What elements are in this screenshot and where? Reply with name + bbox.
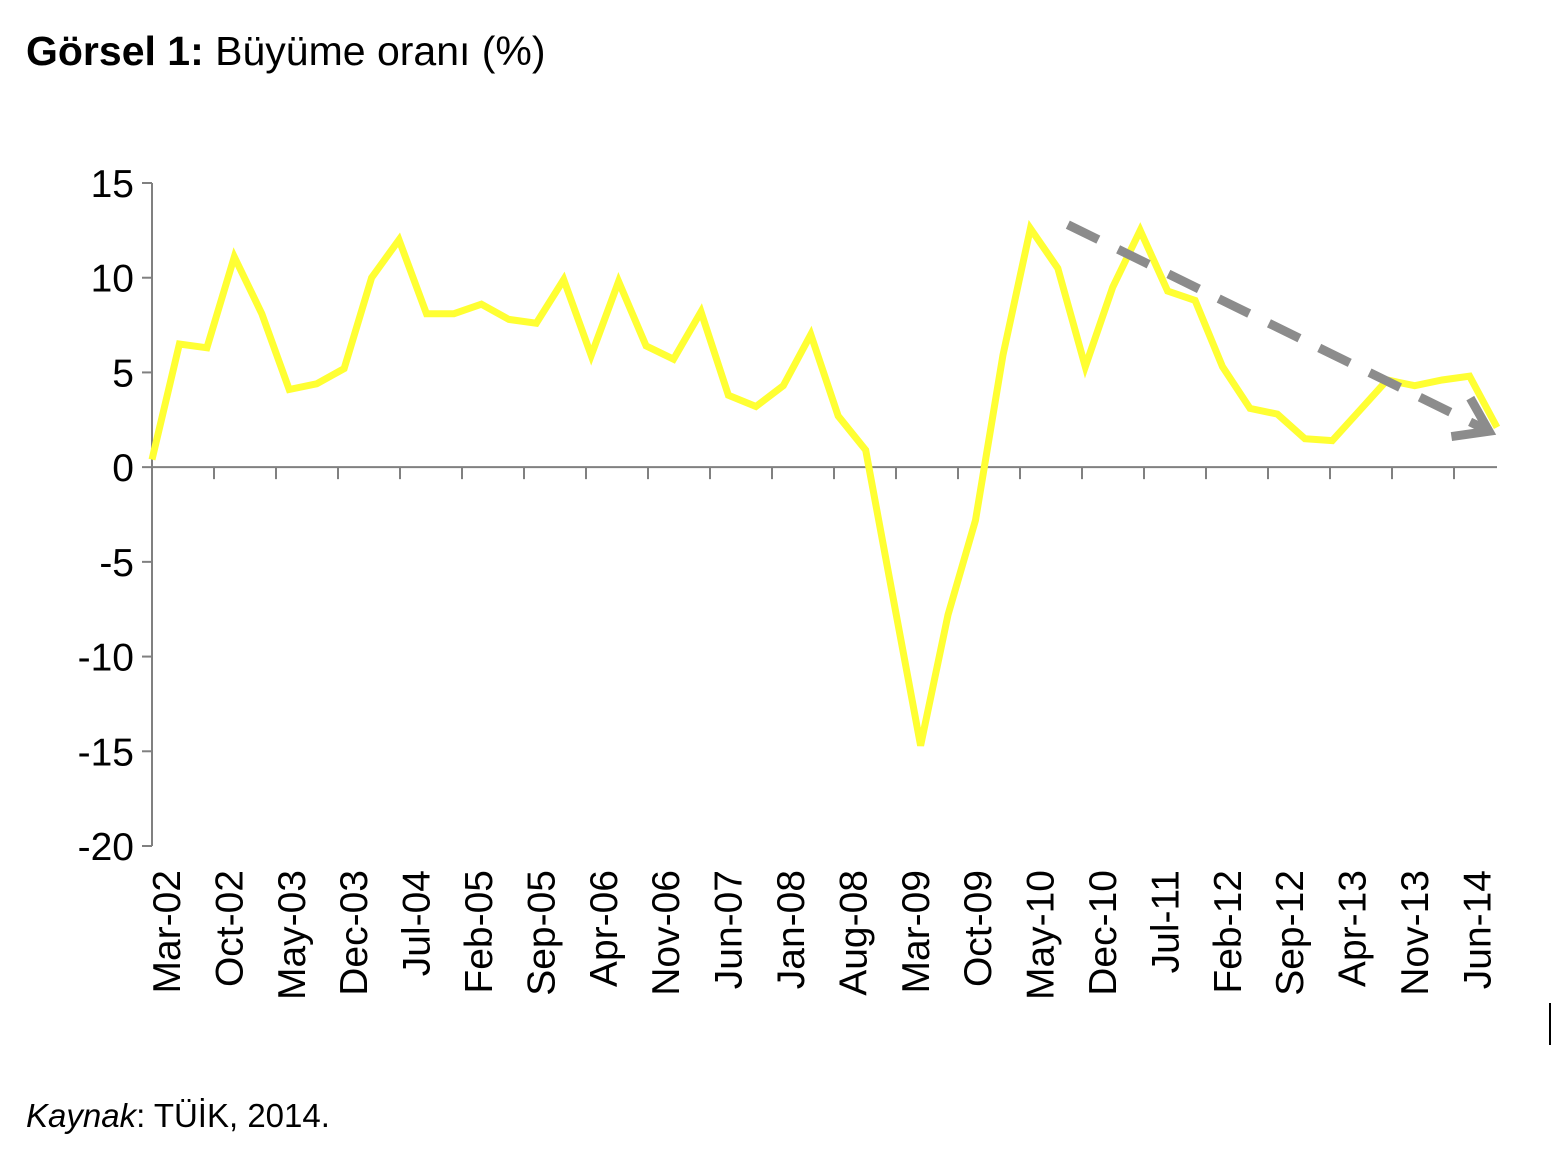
y-tick-label: 10 xyxy=(91,258,134,301)
trend-arrow-head xyxy=(1450,395,1497,442)
series-group xyxy=(148,219,1501,747)
y-tick-label: -5 xyxy=(99,542,134,585)
x-axis-tick-labels: Mar-02 Oct-02 May-03 Dec-03 Jul-04 Feb-05 Sep-… xyxy=(146,870,1499,1000)
x-tick-label: Jun-07 xyxy=(708,870,751,989)
y-axis-tick-labels: 15 10 5 0 -5 -10 -15 -20 xyxy=(78,163,134,869)
y-tick-label: 0 xyxy=(112,447,134,490)
x-tick-label: Apr-13 xyxy=(1332,870,1375,987)
x-tick-label: Apr-06 xyxy=(583,870,626,987)
x-tick-label: Aug-08 xyxy=(832,870,875,996)
chart-title: Görsel 1: Büyüme oranı (%) xyxy=(26,24,546,78)
x-tick-label: May-10 xyxy=(1020,870,1063,1000)
y-tick-label: 15 xyxy=(91,163,134,206)
y-tick-label: 5 xyxy=(112,352,134,395)
x-tick-label: Dec-10 xyxy=(1082,870,1125,996)
title-prefix: Görsel 1: xyxy=(26,28,204,74)
x-tick-label: Jun-14 xyxy=(1456,870,1499,989)
y-tick-label: -20 xyxy=(78,826,134,869)
x-tick-label: Jul-04 xyxy=(396,870,439,976)
growth-rate-series-line xyxy=(148,219,1501,747)
x-tick-label: Feb-05 xyxy=(458,870,501,994)
trend-arrow-shaft xyxy=(1065,220,1491,436)
trend-arrow-group xyxy=(1065,220,1497,442)
x-tick-label: Jul-11 xyxy=(1144,870,1187,973)
y-tick-label: -10 xyxy=(78,637,134,680)
x-tick-label: Sep-05 xyxy=(520,870,563,996)
y-tick-label: -15 xyxy=(78,731,134,774)
x-tick-label: Mar-09 xyxy=(895,870,938,994)
frame-edge-mark xyxy=(1549,1003,1551,1045)
x-tick-label: Oct-09 xyxy=(957,870,1000,987)
x-tick-label: Oct-02 xyxy=(208,870,251,987)
source-prefix: Kaynak xyxy=(26,1097,137,1134)
source-note: Kaynak: TÜİK, 2014. xyxy=(26,1094,330,1138)
source-text: : TÜİK, 2014. xyxy=(136,1097,330,1134)
x-tick-label: Dec-03 xyxy=(333,870,376,996)
x-tick-label: Jan-08 xyxy=(770,870,813,989)
x-tick-label: Mar-02 xyxy=(146,870,189,994)
title-text: Büyüme oranı (%) xyxy=(215,28,546,74)
chart-axes xyxy=(142,182,1497,847)
x-tick-label: Sep-12 xyxy=(1269,870,1312,996)
x-tick-label: Feb-12 xyxy=(1207,870,1250,994)
x-tick-label: Nov-06 xyxy=(645,870,688,996)
x-tick-label: Nov-13 xyxy=(1394,870,1437,996)
x-tick-label: May-03 xyxy=(271,870,314,1000)
